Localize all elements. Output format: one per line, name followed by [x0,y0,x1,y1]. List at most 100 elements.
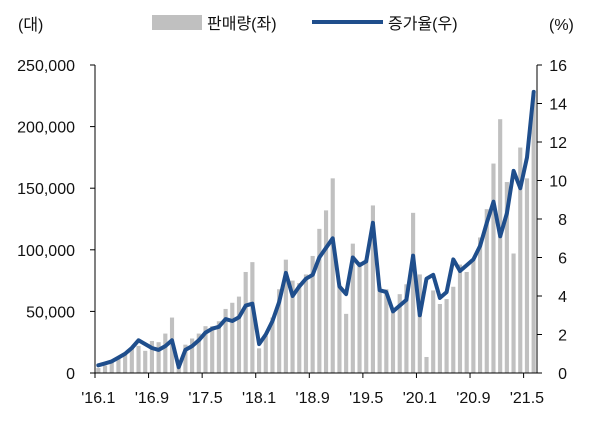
sales-bar-2019-05 [364,259,369,373]
tick-labels-group: 0 50,000 100,000 150,000 200,000 250,000 0 2 4 6 8… [17,58,567,407]
legend-bar-label: 판매량(좌) [207,15,277,33]
right-tick-label: 6 [558,251,567,268]
sales-bar-2017-02 [183,344,188,373]
right-tick-label: 2 [558,328,567,345]
sales-bar-2021-05 [524,178,530,373]
sales-bar-2016-04 [116,356,121,373]
sales-bar-2020-11 [484,209,489,373]
sales-bar-2017-10 [236,296,242,373]
sales-bar-2017-07 [216,321,221,373]
left-tick-label: 100,000 [17,243,75,260]
axes-group [90,64,542,378]
sales-bar-2020-12 [491,163,496,373]
left-tick-label: 200,000 [17,120,75,137]
sales-bar-2019-07 [377,286,382,373]
x-tick-label: '17.5 [188,390,222,407]
sales-bar-2018-08 [303,274,309,373]
x-tick-label: '20.1 [403,390,437,407]
sales-bar-2016-09 [149,340,155,373]
sales-bar-2018-10 [317,228,322,373]
sales-bar-2017-08 [223,308,228,373]
x-tick-label: '18.1 [242,390,276,407]
left-tick-label: 0 [66,366,75,383]
sales-bar-2016-08 [143,350,148,373]
right-axis-unit: (%) [549,17,574,34]
sales-bar-2020-09 [471,259,476,373]
x-tick-label: '21.5 [510,390,544,407]
sales-bar-2021-04 [518,147,523,373]
x-tick-label: '18.9 [296,390,330,407]
right-tick-label: 10 [549,174,567,191]
sales-bar-2019-08 [384,289,389,373]
sales-bar-2020-04 [437,304,442,373]
sales-bar-2017-06 [210,326,215,373]
sales-bar-2020-02 [424,356,429,373]
sales-bar-2019-02 [344,313,349,373]
sales-bar-2016-05 [123,354,128,373]
sales-bar-2018-06 [290,280,295,373]
sales-bar-2021-01 [498,119,503,373]
sales-bar-2019-11 [404,284,409,373]
sales-bar-2018-05 [283,259,288,373]
sales-bar-2017-12 [250,262,255,373]
left-tick-label: 50,000 [26,304,75,321]
x-tick-label: '16.1 [81,390,115,407]
sales-bar-2017-03 [190,338,195,373]
sales-bar-2019-10 [397,294,402,373]
x-tick-label: '20.9 [456,390,490,407]
sales-bar-2017-11 [243,271,248,373]
growth-rate-line [96,89,536,370]
left-axis-unit: (대) [18,16,43,34]
sales-bar-2016-02 [102,365,108,373]
sales-bar-2019-03 [350,243,355,373]
sales-bar-2021-03 [511,253,516,373]
sales-bar-2019-12 [411,212,416,373]
sales-bar-2018-07 [297,283,302,373]
right-tick-label: 14 [549,97,567,114]
right-tick-label: 8 [558,212,567,229]
sales-bar-2016-06 [129,348,134,373]
sales-bar-2020-01 [417,274,422,373]
sales-bar-2016-03 [109,361,114,373]
sales-bar-2016-07 [136,345,141,373]
sales-bar-2018-01 [256,348,262,373]
sales-bar-2017-01 [176,366,181,373]
sales-bar-2020-05 [444,299,449,373]
sales-bar-2021-06 [531,94,536,374]
sales-bar-2019-06 [370,205,376,373]
sales-bar-2020-08 [464,271,469,373]
legend-line-label: 증가율(우) [388,15,458,33]
sales-bar-2018-09 [310,255,315,373]
sales-bar-2016-01 [96,368,101,373]
right-tick-label: 0 [558,366,567,383]
sales-bar-2018-03 [270,317,275,373]
sales-bar-2020-03 [431,290,436,373]
sales-bar-2018-12 [330,178,335,373]
sales-bar-2016-11 [163,333,168,373]
sales-bar-2018-02 [263,336,268,373]
sales-bar-2018-04 [277,289,282,373]
sales-bar-2017-04 [196,333,201,373]
sales-bar-2016-10 [156,342,161,373]
sales-bar-2019-09 [390,308,396,373]
sales-bar-2020-10 [477,237,483,373]
sales-bar-2018-11 [323,210,329,373]
legend: 판매량(좌) 증가율(우) [152,15,458,33]
sales-bar-2020-07 [457,264,463,373]
sales-bar-2019-04 [357,262,362,373]
sales-bar-2021-02 [504,182,509,373]
sales-bar-2020-06 [451,286,456,373]
sales-bar-2017-05 [203,326,208,373]
x-tick-label: '16.9 [135,390,169,407]
right-tick-label: 16 [549,58,567,75]
sales-bar-2019-01 [337,286,342,373]
left-tick-label: 250,000 [17,58,75,75]
right-tick-label: 12 [549,135,567,152]
sales-bar-2017-09 [230,302,235,373]
x-tick-label: '19.5 [349,390,383,407]
legend-bar-swatch [152,15,202,30]
left-tick-label: 150,000 [17,181,75,198]
bars-group [96,94,536,374]
right-tick-label: 4 [558,289,567,306]
